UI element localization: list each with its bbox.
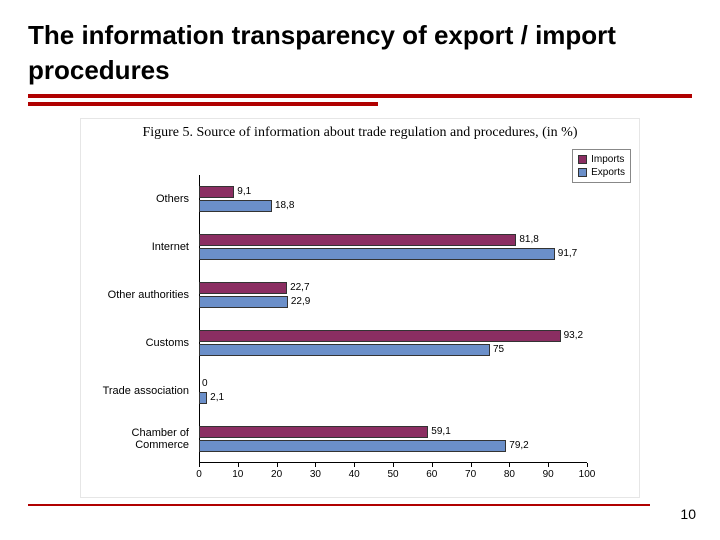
bar-value-label: 9,1 [234, 187, 251, 197]
x-tick [315, 463, 316, 467]
y-axis-category-label: Internet [152, 241, 189, 253]
x-axis-ticks: 0102030405060708090100 [199, 463, 587, 491]
bar-imports: 81,8 [199, 234, 516, 246]
y-axis-category-label: Trade association [89, 385, 189, 397]
x-tick-label: 80 [504, 469, 515, 480]
bar-value-label: 22,9 [288, 297, 310, 307]
x-tick-label: 20 [271, 469, 282, 480]
x-tick-label: 100 [579, 469, 596, 480]
bar-imports: 93,2 [199, 330, 561, 342]
x-tick-label: 60 [426, 469, 437, 480]
bar-value-label: 75 [490, 345, 504, 355]
legend-label-imports: Imports [591, 153, 624, 166]
legend-label-exports: Exports [591, 166, 625, 179]
y-axis-category-label: Customs [146, 337, 189, 349]
chart-title: Figure 5. Source of information about tr… [85, 125, 635, 141]
bar-value-label: 93,2 [561, 331, 583, 341]
bar-value-label: 0 [199, 379, 208, 389]
bar-exports: 79,2 [199, 440, 506, 452]
footer-rule [28, 504, 650, 506]
bar-value-label: 22,7 [287, 283, 309, 293]
bar-exports: 22,9 [199, 296, 288, 308]
bar-value-label: 81,8 [516, 235, 538, 245]
y-axis-category-label: Chamber of Commerce [89, 427, 189, 451]
x-tick [199, 463, 200, 467]
bar-exports: 91,7 [199, 248, 555, 260]
bar-exports: 75 [199, 344, 490, 356]
bar-imports: 59,1 [199, 426, 428, 438]
bar-value-label: 91,7 [555, 249, 577, 259]
legend-item-imports: Imports [578, 153, 625, 166]
bar-value-label: 2,1 [207, 393, 224, 403]
bar-exports: 2,1 [199, 392, 207, 404]
bar-value-label: 79,2 [506, 441, 528, 451]
bar-imports: 22,7 [199, 282, 287, 294]
y-axis-labels: Others Internet Other authorities Customs Tr… [81, 175, 195, 463]
x-tick [548, 463, 549, 467]
x-tick-label: 90 [543, 469, 554, 480]
y-axis-category-label: Others [156, 193, 189, 205]
bar-imports: 9,1 [199, 186, 234, 198]
x-tick-label: 30 [310, 469, 321, 480]
x-tick [238, 463, 239, 467]
x-tick-label: 0 [196, 469, 202, 480]
plot-area: 9,118,881,891,722,722,993,27502,159,179,… [199, 175, 587, 463]
bar-exports: 18,8 [199, 200, 272, 212]
page-title: The information transparency of export /… [28, 18, 692, 88]
chart: Figure 5. Source of information about tr… [80, 118, 640, 498]
x-tick [393, 463, 394, 467]
x-tick [509, 463, 510, 467]
bar-value-label: 18,8 [272, 201, 294, 211]
bar-value-label: 59,1 [428, 427, 450, 437]
legend-swatch-imports [578, 155, 587, 164]
x-tick-label: 50 [387, 469, 398, 480]
x-tick-label: 40 [349, 469, 360, 480]
x-tick [471, 463, 472, 467]
x-tick [587, 463, 588, 467]
x-tick [432, 463, 433, 467]
page-number: 10 [680, 506, 696, 522]
x-tick [354, 463, 355, 467]
y-axis-category-label: Other authorities [89, 289, 189, 301]
x-tick-label: 10 [232, 469, 243, 480]
slide: The information transparency of export /… [0, 0, 720, 540]
x-tick [277, 463, 278, 467]
title-rule [28, 94, 692, 108]
x-tick-label: 70 [465, 469, 476, 480]
